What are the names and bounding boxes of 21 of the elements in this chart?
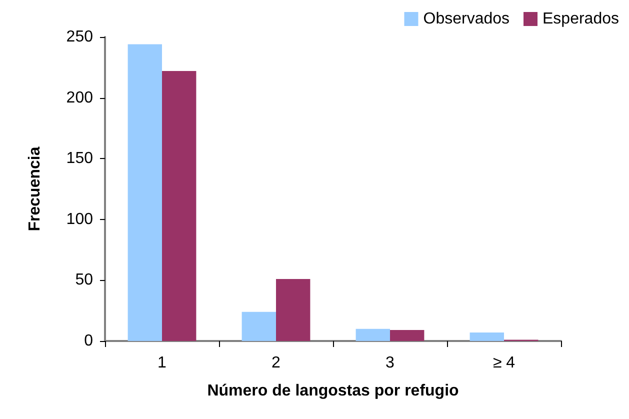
- bar: [242, 312, 276, 341]
- y-tick-label: 150: [66, 150, 94, 168]
- y-tick-label: 200: [66, 89, 94, 106]
- y-tick-label: 0: [84, 332, 94, 350]
- x-axis-title: Número de langostas por refugio: [207, 382, 460, 400]
- bar: [356, 328, 390, 341]
- x-tick-label: 1: [158, 354, 167, 372]
- x-tick-label: 2: [272, 354, 281, 372]
- y-tick-label: 50: [75, 272, 94, 289]
- legend-label: Esperados: [542, 10, 620, 28]
- x-tick-label: 3: [386, 354, 395, 372]
- bar: [128, 44, 162, 341]
- legend-label: Observados: [423, 10, 510, 28]
- y-tick-label: 250: [66, 28, 94, 46]
- bar: [470, 332, 504, 341]
- x-tick-label: ≥ 4: [492, 354, 516, 372]
- bar: [390, 330, 424, 341]
- bar: [162, 71, 196, 341]
- bar: [276, 278, 310, 341]
- y-tick-label: 100: [66, 210, 94, 228]
- y-axis-title: Frecuencia: [26, 146, 44, 232]
